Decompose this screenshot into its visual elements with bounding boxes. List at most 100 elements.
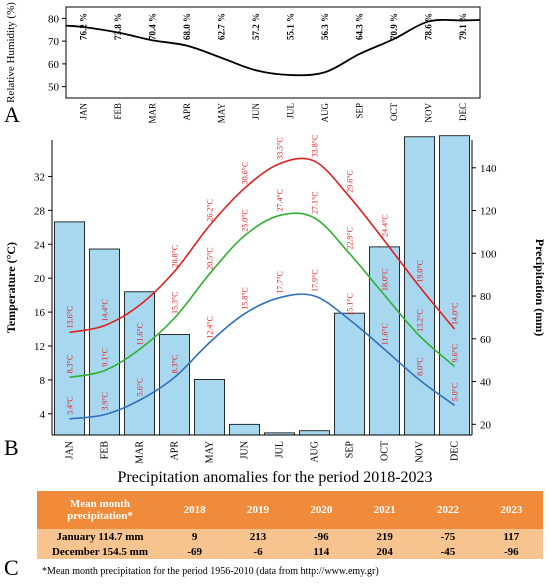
humidity-value-label: 79.1 % [458, 13, 468, 40]
month-label: JAN [65, 441, 76, 459]
humidity-value-label: 78.6 % [423, 13, 433, 40]
month-label: FEB [113, 103, 123, 120]
month-label: JUN [240, 441, 251, 459]
table-cell: -69 [163, 544, 227, 559]
humidity-value-label: 70.9 % [389, 13, 399, 40]
humidity-value-label: 55.1 % [285, 13, 295, 40]
panel-b-climate-chart: 4 8 12 16 20 24 28 32 20 40 60 80 100 120 140 Temperatu… [0, 130, 550, 465]
humidity-value-label: 73.8 % [113, 13, 123, 40]
header-cell: Mean month precipitation* [37, 491, 163, 529]
temperature-data-label: 14.4°C [101, 299, 110, 322]
table-header-row: Mean month precipitation* 2018 2019 2020… [37, 491, 543, 529]
table-cell: 219 [352, 529, 417, 544]
temperature-data-label: 3.4°C [66, 396, 75, 415]
temperature-data-label: 8.3°C [66, 355, 75, 374]
temperature-data-label: 27.4°C [276, 189, 285, 212]
precipitation-bar [194, 379, 225, 436]
y-tick-label: 70 [48, 36, 60, 48]
month-label: MAR [135, 441, 146, 464]
precipitation-bar [124, 291, 155, 436]
table-cell: -45 [416, 544, 480, 559]
month-label: DEC [450, 441, 461, 461]
month-label: OCT [380, 441, 391, 461]
table-row: December 154.5 mm -69 -6 114 204 -45 -96 [37, 544, 543, 559]
temperature-data-label: 33.5°C [276, 137, 285, 160]
temperature-data-label: 8.0°C [416, 357, 425, 376]
table-cell: 213 [226, 529, 290, 544]
month-label: APR [170, 441, 181, 461]
right-y-tick-label: 20 [480, 419, 492, 431]
humidity-value-label: 64.3 % [354, 13, 364, 40]
left-y-tick-label: 4 [40, 409, 46, 421]
humidity-value-label: 76.2 % [78, 13, 88, 40]
temperature-data-label: 17.9°C [311, 269, 320, 292]
right-y-tick-label: 120 [480, 206, 497, 218]
month-label: AUG [310, 441, 321, 463]
right-y-tick-label: 140 [480, 163, 497, 175]
left-y-tick-label: 32 [34, 171, 45, 183]
right-axis-title: Precipitation (mm) [533, 239, 547, 336]
temperature-data-label: 14.0°C [451, 302, 460, 325]
table-cell: 204 [352, 544, 417, 559]
month-label: DEC [458, 103, 468, 121]
left-y-tick-label: 8 [40, 375, 46, 387]
panel-b-label: B [4, 435, 19, 460]
temperature-data-label: 25.0°C [241, 209, 250, 232]
humidity-value-label: 68.0 % [182, 13, 192, 40]
temperature-data-label: 20.8°C [171, 245, 180, 268]
month-label: AUG [320, 103, 330, 123]
precipitation-bar [299, 430, 330, 436]
left-y-tick-label: 16 [34, 307, 46, 319]
temperature-data-label: 9.1°C [101, 348, 110, 367]
panel-a-humidity-chart: 50 60 70 80 Relative Humidity (%) 76.2 % 73.8 … [0, 0, 550, 130]
humidity-chart-svg: 50 60 70 80 Relative Humidity (%) 76.2 % 73.8 … [5, 2, 481, 124]
table-cell: -96 [479, 544, 543, 559]
temperature-data-label: 12.4°C [206, 316, 215, 339]
month-label: FEB [100, 441, 111, 460]
humidity-plot-frame [65, 6, 481, 99]
table-cell: January 114.7 mm [37, 529, 163, 544]
panel-c-anomalies-table: Precipitation anomalies for the period 2… [0, 465, 550, 584]
temperature-data-label: 22.9°C [346, 227, 355, 250]
temperature-data-label: 11.6°C [136, 323, 145, 345]
precipitation-bar [229, 423, 260, 436]
temperature-data-label: 30.6°C [241, 162, 250, 185]
temperature-data-label: 29.6°C [346, 170, 355, 193]
anomalies-table: Mean month precipitation* 2018 2019 2020… [37, 491, 543, 559]
temperature-data-label: 24.4°C [381, 214, 390, 237]
temperature-data-label: 26.2°C [206, 199, 215, 222]
max-temperature-line [69, 157, 456, 334]
temperature-data-label: 18.0°C [381, 269, 390, 292]
y-tick-label: 60 [48, 59, 60, 71]
temperature-data-label: 15.1°C [346, 293, 355, 316]
table-cell: -75 [416, 529, 480, 544]
left-y-tick-label: 12 [34, 341, 45, 353]
header-cell: 2018 [163, 491, 227, 529]
month-label: SEP [345, 441, 356, 459]
left-y-tick-label: 20 [34, 273, 46, 285]
month-label: NOV [423, 103, 433, 123]
temperature-data-label: 19.0°C [416, 260, 425, 283]
table-cell: -6 [226, 544, 290, 559]
table-cell: -96 [289, 529, 353, 544]
temperature-data-label: 27.1°C [311, 191, 320, 214]
header-cell: 2022 [416, 491, 480, 529]
y-tick-label: 50 [48, 82, 60, 94]
right-y-tick-label: 80 [480, 291, 492, 303]
month-label: JUN [251, 103, 261, 120]
y-tick-label: 80 [48, 13, 60, 25]
temperature-data-label: 5.0°C [451, 383, 460, 402]
header-cell: 2020 [289, 491, 353, 529]
precipitation-bar [439, 135, 470, 436]
month-label: JAN [78, 103, 88, 120]
left-y-tick-label: 24 [34, 239, 46, 251]
table-row: January 114.7 mm 9 213 -96 219 -75 117 [37, 529, 543, 544]
header-cell: 2019 [226, 491, 290, 529]
table-cell: 114 [289, 544, 353, 559]
temperature-data-label: 9.6°C [451, 344, 460, 363]
table-cell: 117 [479, 529, 543, 544]
precipitation-bar [334, 312, 365, 436]
y-axis-label: Relative Humidity (%) [5, 2, 17, 103]
month-label: MAY [205, 441, 216, 463]
climate-chart-svg: 4 8 12 16 20 24 28 32 20 40 60 80 100 120 140 Temperatu… [4, 135, 547, 464]
